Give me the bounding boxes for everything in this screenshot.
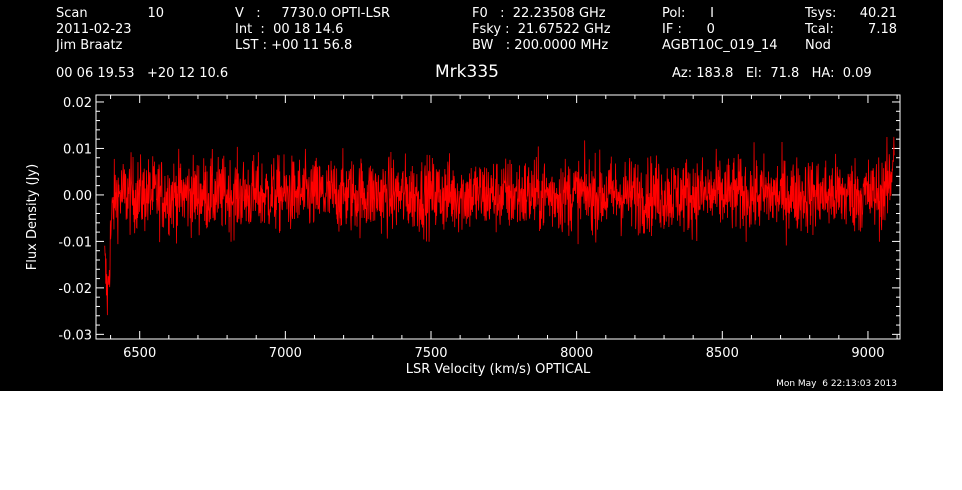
plot-window: Scan 10 2011-02-23 Jim Braatz V : 7730.0… [0,0,943,391]
x-tick-label: 7500 [414,346,447,361]
spectrum-trace [104,136,895,316]
sky-frequency: Fsky : 21.67522 GHz [472,22,611,37]
source-coordinates: 00 06 19.53 +20 12 10.6 [56,66,229,81]
tcal-value: 7.18 [868,22,897,37]
tsys-label: Tsys: [805,6,837,21]
plot-timestamp: Mon May 6 22:13:03 2013 [776,379,897,389]
y-tick-label: -0.03 [58,328,92,343]
lst-info: LST : +00 11 56.8 [235,38,353,53]
x-tick-label: 6500 [123,346,156,361]
chart-title: Mrk335 [435,62,499,82]
telescope-position: Az: 183.8 El: 71.8 HA: 0.09 [672,66,872,81]
scan-label: Scan [56,6,88,21]
y-axis-label: Flux Density (Jy) [25,164,40,270]
tsys-value: 40.21 [859,6,897,21]
y-tick-label: 0.00 [63,189,92,204]
tcal-label: Tcal: [805,22,834,37]
if-number: IF : 0 [662,22,715,37]
x-tick-label: 7000 [269,346,302,361]
plot-frame [95,94,901,340]
observer-name: Jim Braatz [56,38,123,53]
project-id: AGBT10C_019_14 [662,38,778,53]
x-tick-label: 8500 [706,346,739,361]
rest-frequency: F0 : 22.23508 GHz [472,6,606,21]
y-tick-label: -0.02 [58,282,92,297]
x-tick-label: 8000 [560,346,593,361]
x-axis-label: LSR Velocity (km/s) OPTICAL [406,362,591,377]
velocity-info: V : 7730.0 OPTI-LSR [235,6,391,21]
scan-value: 10 [147,6,164,21]
integration-time: Int : 00 18 14.6 [235,22,344,37]
y-tick-label: 0.01 [63,142,92,157]
x-tick-label: 9000 [851,346,884,361]
y-tick-label: 0.02 [63,96,92,111]
bandwidth: BW : 200.0000 MHz [472,38,609,53]
spectrum-chart: 6500 7000 7500 8000 8500 9000 -0.03 -0.02 -0.01 0… [25,94,901,377]
y-tick-label: -0.01 [58,235,92,250]
polarization: Pol: I [662,6,714,21]
switching-mode: Nod [805,38,831,53]
observation-date: 2011-02-23 [56,22,132,37]
